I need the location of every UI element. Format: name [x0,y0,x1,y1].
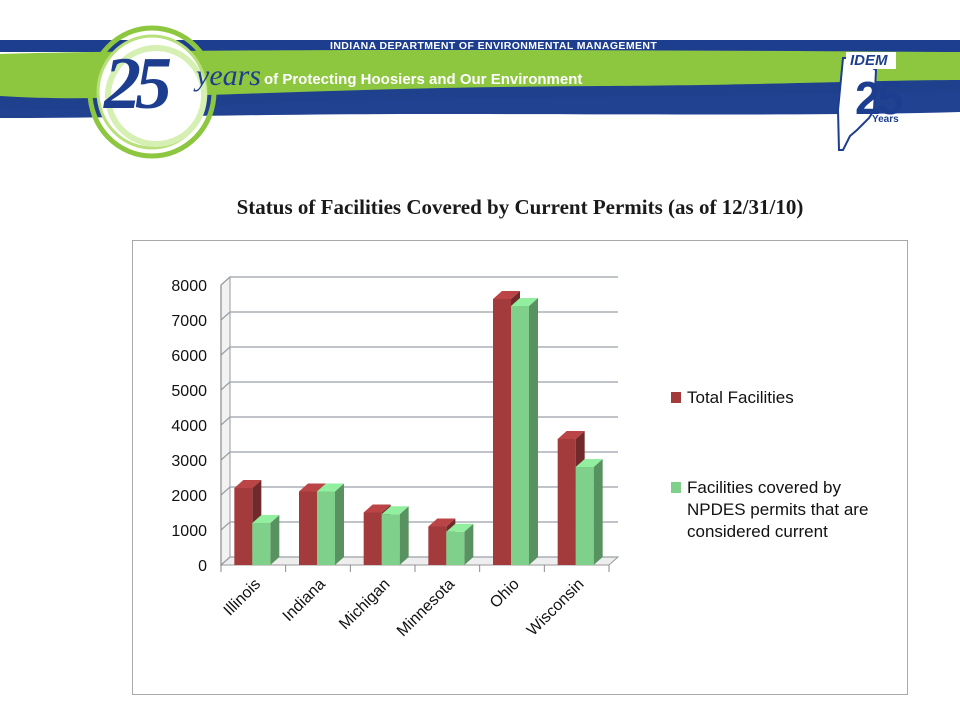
bar-side [529,298,538,565]
anniversary-number: 25 [104,43,172,125]
y-tick-label: 5000 [171,383,207,400]
bar [381,506,409,565]
gridline [220,556,618,566]
bar-chart: 0 1000 2000 3000 4000 5000 6000 7000 8000 Illinoi… [171,275,868,640]
chart-title: Status of Facilities Covered by Current … [236,195,804,219]
bar-side [464,523,474,565]
header-text-layer: INDIANA DEPARTMENT OF ENVIRONMENTAL MANA… [0,0,960,165]
x-category-label: Ohio [487,576,523,612]
gridline [220,311,618,321]
legend-label: Total Facilities [687,388,794,407]
bar [252,515,280,565]
y-tick-label: 4000 [171,418,207,435]
bar-top [363,504,391,513]
idem-logo-number: 25 [855,72,903,124]
gridline [220,486,618,496]
x-category-label: Michigan [336,576,393,633]
anniversary-years-word: years [196,59,261,92]
bar-top [493,291,520,299]
legend-label: considered current [687,522,828,541]
y-tick-label: 2000 [171,488,207,505]
gridline [220,521,618,531]
tagline: of Protecting Hoosiers and Our Environme… [264,71,583,88]
y-tick-label: 7000 [171,313,207,330]
bar-top [381,506,409,515]
bar-front [252,523,271,565]
y-tick-label: 3000 [171,453,207,470]
bar-front [575,467,594,565]
gridline [220,381,618,391]
gridline [220,451,618,461]
bar-front [493,299,511,565]
bar-front [381,514,400,565]
bar-side [593,459,603,565]
anniversary-ring-shadow [105,45,207,147]
legend-swatch [671,392,681,403]
bar [446,523,474,565]
legend-swatch [671,482,681,493]
bar-front [511,306,529,565]
legend-label: Facilities covered by [687,478,842,497]
banner-blue-bar [0,40,960,52]
x-category-label: Wisconsin [524,576,588,640]
header-banner [0,25,960,159]
bar-top [252,515,280,523]
bar-top [575,459,603,467]
y-tick-label: 6000 [171,348,207,365]
bar-top [234,480,262,488]
idem-logo-years: Years [872,114,899,125]
bar-front [557,439,576,565]
y-tick-label: 1000 [171,523,207,540]
bar-top [557,431,585,439]
bar [511,298,538,565]
gridline [220,416,618,426]
idem-logo-name: IDEM [850,52,888,69]
bar-top [511,298,538,306]
bar-front [299,491,317,565]
bar [575,459,603,565]
gridline [220,276,618,286]
banner-blue-swoosh [0,80,960,118]
bar [317,483,344,565]
bar-side [335,483,344,565]
x-category-label: Minnesota [394,576,458,640]
y-tick-label: 0 [198,558,207,575]
bar-front [363,512,382,565]
gridline [220,346,618,356]
bar-top [317,483,344,492]
y-tick-label: 8000 [171,278,207,295]
anniversary-ring [87,25,217,159]
bar-front [234,488,253,565]
bar-front [317,491,335,565]
x-category-label: Indiana [280,576,329,625]
chart-frame: 0 1000 2000 3000 4000 5000 6000 7000 8000 Illinoi… [132,240,908,695]
bar-front [428,526,447,565]
bar-top [446,523,474,532]
bar-front [446,531,465,565]
idem-logo-frame [846,52,896,69]
legend-label: NPDES permits that are [687,500,868,519]
x-category-label: Illinois [221,576,264,619]
bar-side [399,506,409,565]
agency-name: INDIANA DEPARTMENT OF ENVIRONMENTAL MANA… [330,40,658,52]
bar-side [270,515,280,565]
bar-top [428,518,456,527]
